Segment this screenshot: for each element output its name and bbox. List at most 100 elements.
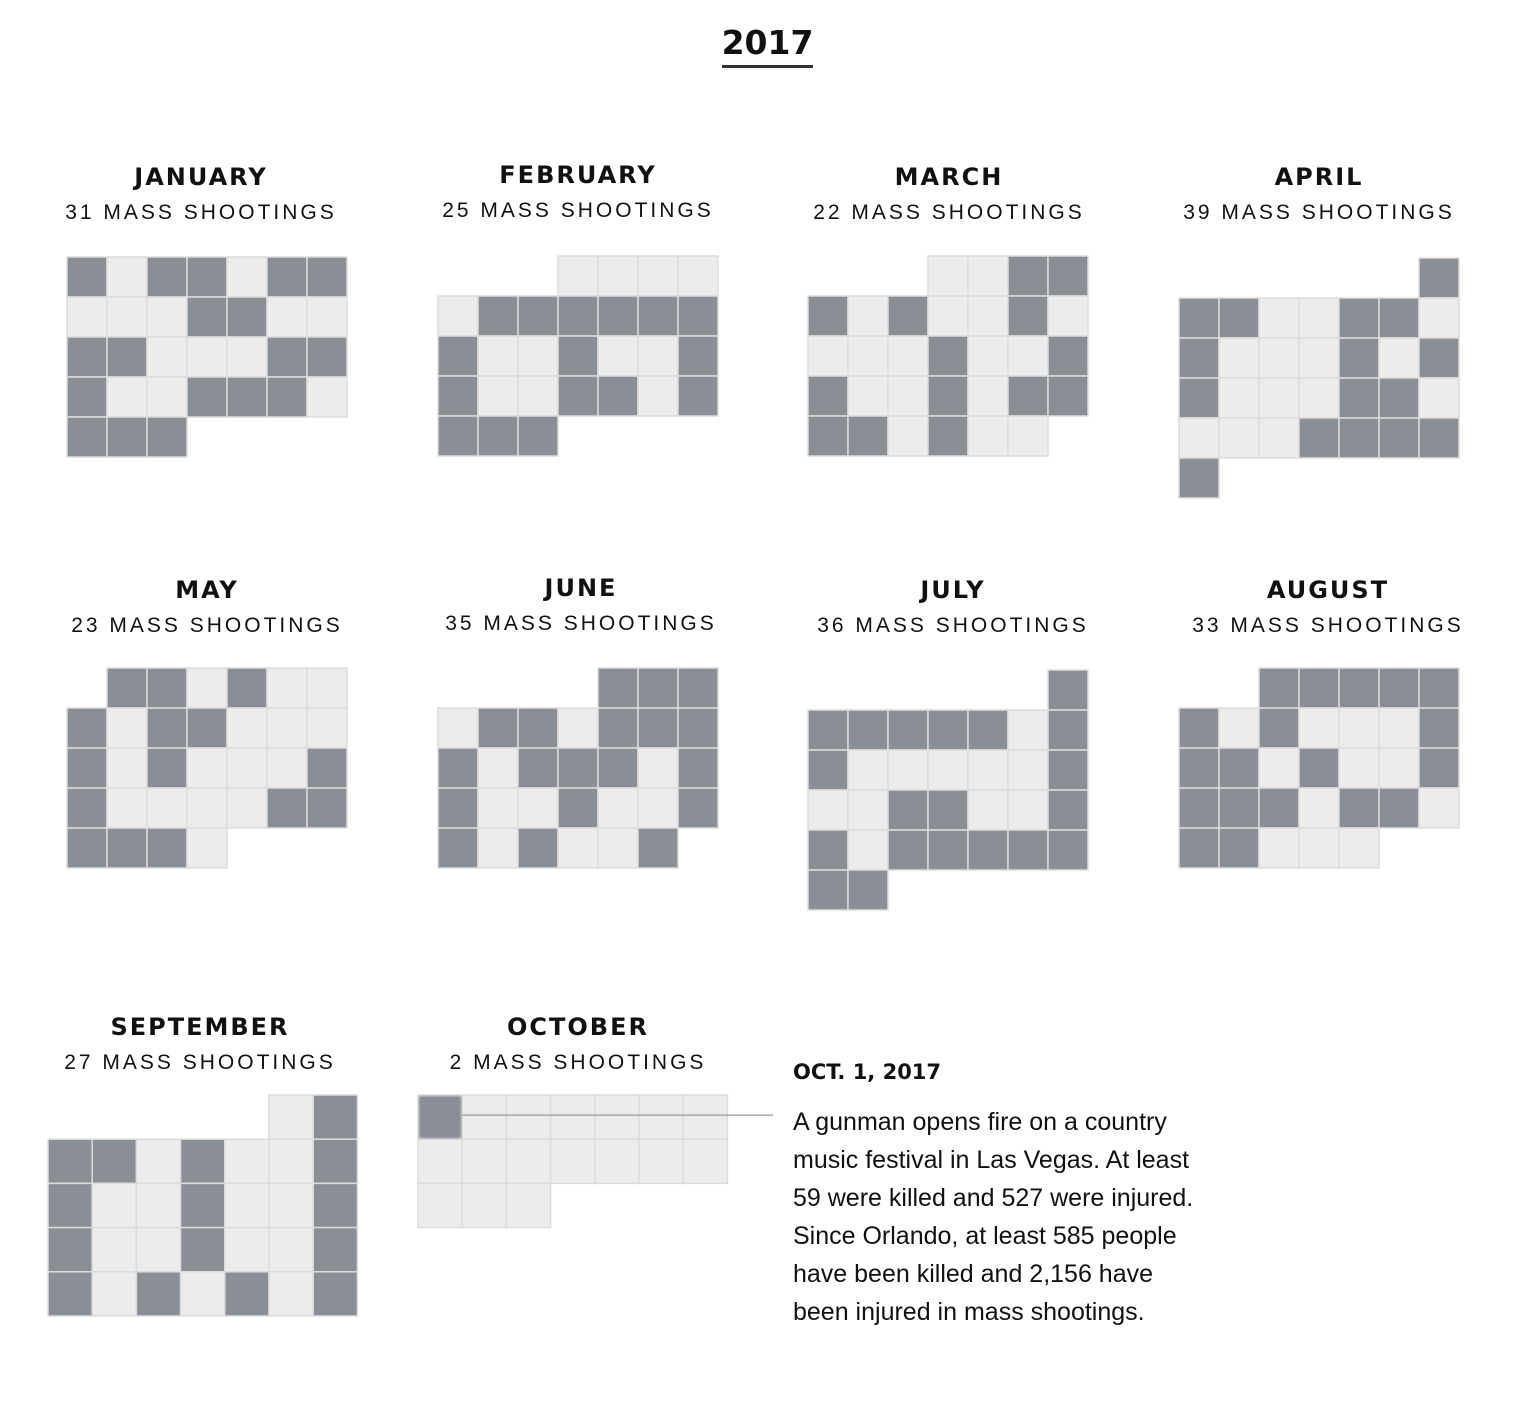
day-cell-shooting (968, 710, 1008, 750)
day-cell-shooting (1339, 668, 1379, 708)
month-header-april: APRIL 39 MASS SHOOTINGS (1159, 165, 1479, 223)
calendar-grid-february (438, 256, 723, 461)
calendar-grid-may (67, 668, 352, 873)
day-cell-shooting (1008, 256, 1048, 296)
day-cell (1259, 828, 1299, 868)
day-cell-shooting (1419, 668, 1459, 708)
day-cell (506, 1139, 550, 1183)
calendar-grid-july (808, 670, 1093, 915)
day-cell (1419, 378, 1459, 418)
day-cell (269, 1183, 313, 1227)
day-cell (225, 1228, 269, 1272)
day-cell (1259, 298, 1299, 338)
month-name: AUGUST (1168, 578, 1488, 602)
day-cell (551, 1095, 595, 1139)
day-cell (968, 376, 1008, 416)
day-cell (92, 1228, 136, 1272)
day-cell (147, 377, 187, 417)
day-cell (1259, 748, 1299, 788)
day-cell (551, 1139, 595, 1183)
day-cell-shooting (136, 1272, 180, 1316)
month-name: OCTOBER (418, 1015, 738, 1039)
month-name: JUNE (421, 576, 741, 600)
day-cell-shooting (518, 828, 558, 868)
day-cell-shooting (928, 830, 968, 870)
month-name: SEPTEMBER (40, 1015, 360, 1039)
day-cell (107, 257, 147, 297)
day-cell-shooting (1379, 668, 1419, 708)
day-cell-shooting (438, 828, 478, 868)
day-cell (478, 336, 518, 376)
day-cell-shooting (518, 748, 558, 788)
day-cell (107, 788, 147, 828)
day-cell (683, 1095, 727, 1139)
day-cell-shooting (558, 376, 598, 416)
day-cell (478, 828, 518, 868)
month-count: 36 MASS SHOOTINGS (793, 615, 1113, 636)
day-cell-shooting (888, 296, 928, 336)
day-cell-shooting (67, 748, 107, 788)
day-cell (107, 748, 147, 788)
day-cell (928, 256, 968, 296)
day-cell-shooting (808, 416, 848, 456)
day-cell-shooting (888, 710, 928, 750)
day-cell (1339, 708, 1379, 748)
month-name: MAY (47, 578, 367, 602)
day-cell-shooting (598, 668, 638, 708)
day-cell-shooting (147, 417, 187, 457)
day-cell-shooting (1259, 668, 1299, 708)
day-cell (598, 828, 638, 868)
day-cell (808, 336, 848, 376)
day-cell (683, 1139, 727, 1183)
day-cell-shooting (107, 668, 147, 708)
day-cell-shooting (1379, 378, 1419, 418)
day-cell (181, 1272, 225, 1316)
day-cell-shooting (1048, 256, 1088, 296)
day-cell (518, 376, 558, 416)
day-cell-shooting (1048, 750, 1088, 790)
day-cell (848, 750, 888, 790)
day-cell-shooting (438, 376, 478, 416)
day-cell-shooting (558, 296, 598, 336)
day-cell (227, 708, 267, 748)
day-cell-shooting (1299, 418, 1339, 458)
day-cell (1008, 750, 1048, 790)
day-cell (225, 1183, 269, 1227)
day-cell-shooting (1299, 668, 1339, 708)
day-cell (462, 1183, 506, 1227)
day-cell (478, 376, 518, 416)
month-count: 22 MASS SHOOTINGS (789, 202, 1109, 223)
day-cell-shooting (307, 337, 347, 377)
month-header-october: OCTOBER 2 MASS SHOOTINGS (418, 1015, 738, 1073)
day-cell-shooting (313, 1228, 357, 1272)
day-cell (808, 790, 848, 830)
day-cell (1008, 416, 1048, 456)
day-cell (848, 790, 888, 830)
day-cell (848, 830, 888, 870)
day-cell (968, 790, 1008, 830)
day-cell (478, 748, 518, 788)
day-cell-shooting (225, 1272, 269, 1316)
day-cell-shooting (67, 337, 107, 377)
day-cell-shooting (478, 708, 518, 748)
day-cell-shooting (1299, 748, 1339, 788)
day-cell-shooting (928, 336, 968, 376)
day-cell (848, 296, 888, 336)
day-cell (1008, 790, 1048, 830)
day-cell-shooting (1048, 790, 1088, 830)
day-cell (968, 296, 1008, 336)
day-cell-shooting (227, 668, 267, 708)
day-cell-shooting (267, 257, 307, 297)
day-cell (307, 377, 347, 417)
day-cell-shooting (147, 828, 187, 868)
day-cell-shooting (638, 668, 678, 708)
day-cell-shooting (307, 257, 347, 297)
day-cell-shooting (808, 296, 848, 336)
day-cell-shooting (558, 788, 598, 828)
day-cell (107, 377, 147, 417)
day-cell-shooting (1259, 788, 1299, 828)
day-cell-shooting (1048, 670, 1088, 710)
day-cell (269, 1139, 313, 1183)
day-cell (1219, 418, 1259, 458)
day-cell-shooting (1179, 708, 1219, 748)
